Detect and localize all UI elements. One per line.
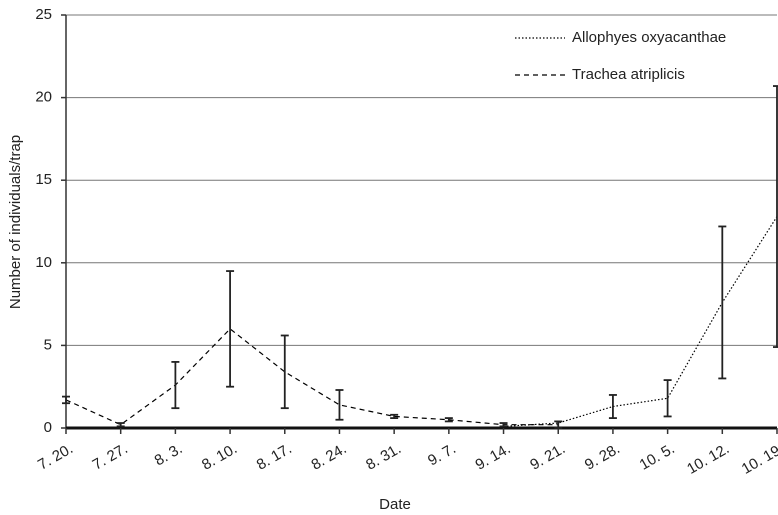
error-bar — [444, 417, 453, 423]
error-bar — [608, 394, 617, 419]
error-bar — [390, 413, 399, 419]
y-axis-label: Number of individuals/trap — [7, 135, 24, 309]
error-bar — [280, 334, 289, 410]
x-tick-label: 8. 24. — [308, 440, 349, 473]
error-bar — [663, 379, 672, 418]
error-bar — [116, 422, 125, 428]
error-bar — [773, 85, 778, 348]
error-bar — [335, 389, 344, 421]
x-tick-label: 7. 20. — [35, 440, 76, 473]
y-tick-label: 25 — [35, 6, 52, 23]
x-tick-label: 8. 17. — [254, 440, 295, 473]
y-tick-label: 15 — [35, 171, 52, 188]
x-tick-label: 8. 10. — [199, 440, 240, 473]
x-tick-label: 7. 27. — [90, 440, 131, 473]
x-tick-label: 9. 7. — [425, 440, 459, 469]
legend-label: Trachea atriplicis — [572, 66, 685, 83]
x-tick-label: 8. 3. — [152, 440, 186, 469]
x-tick-label: 10. 19. — [739, 440, 778, 478]
y-tick-label: 0 — [44, 419, 52, 436]
x-tick-label: 9. 28. — [582, 440, 623, 473]
legend-label: Allophyes oxyacanthae — [572, 29, 726, 46]
error-bar — [62, 395, 70, 405]
error-bar — [718, 225, 727, 380]
x-tick-label: 9. 21. — [527, 440, 568, 473]
series-line — [503, 216, 778, 427]
y-tick-label: 20 — [35, 89, 52, 106]
y-tick-label: 5 — [44, 336, 52, 353]
series-line — [65, 328, 559, 426]
x-tick-label: 9. 14. — [473, 440, 514, 473]
x-axis-label: Date — [379, 496, 411, 513]
x-tick-label: 10. 12. — [684, 440, 732, 478]
error-bar — [499, 422, 508, 428]
y-tick-label: 10 — [35, 254, 52, 271]
x-tick-label: 10. 5. — [637, 440, 678, 473]
error-bar — [554, 420, 563, 429]
error-bar — [171, 361, 180, 410]
x-tick-label: 8. 31. — [363, 440, 404, 473]
error-bar — [226, 270, 235, 388]
